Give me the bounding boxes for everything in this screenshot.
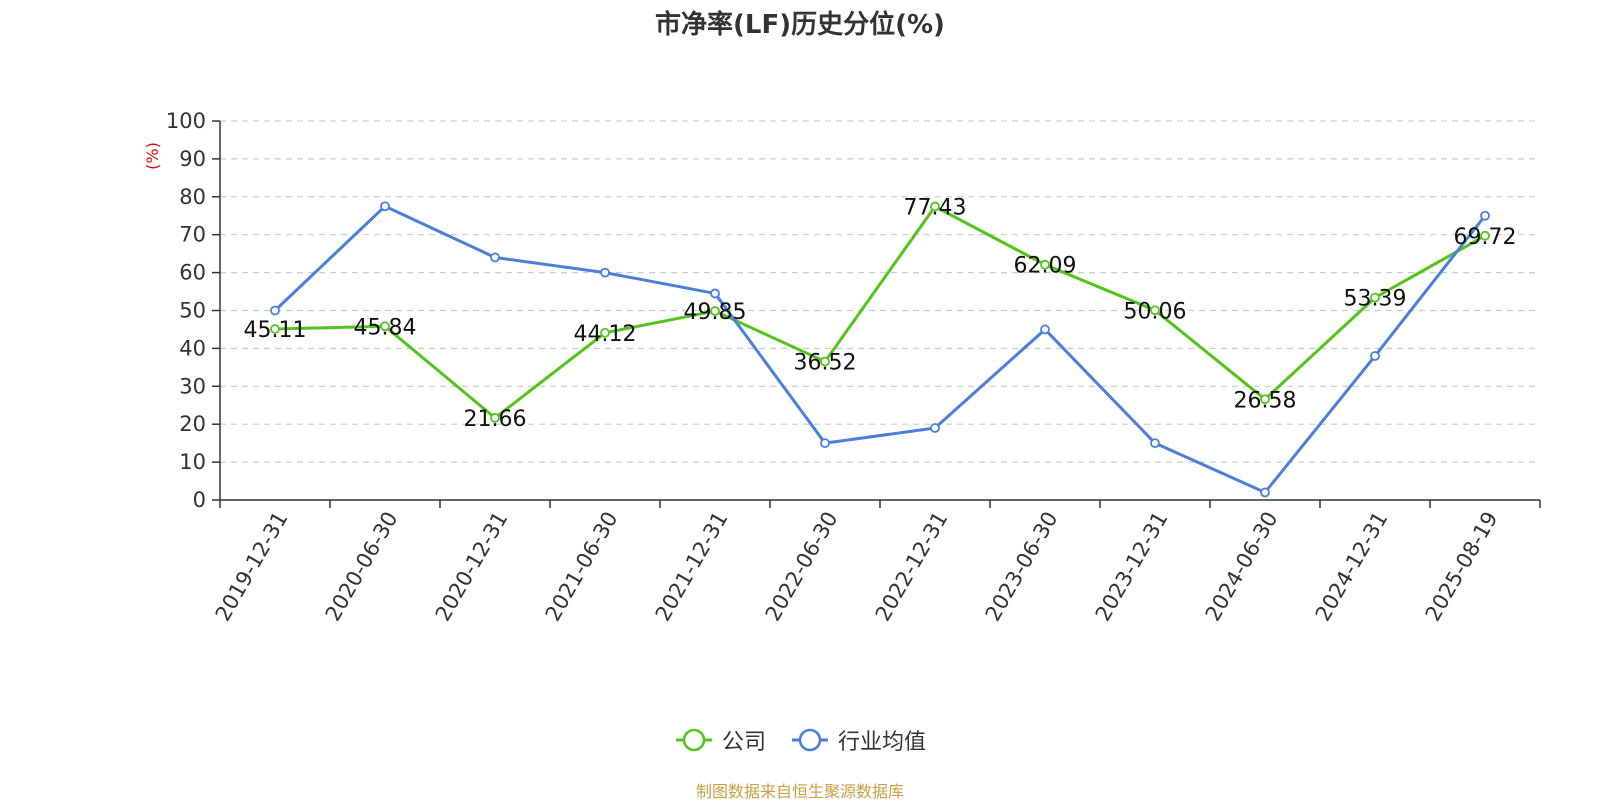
data-point [490,252,500,263]
y-tick-label: 100 [166,109,206,133]
x-tick-label: 2023-06-30 [981,508,1063,626]
data-label: 45.84 [354,315,417,340]
data-point [1260,394,1270,405]
data-label: 69.72 [1454,225,1517,250]
data-label: 50.06 [1124,299,1187,324]
x-tick-label: 2021-06-30 [541,508,623,626]
data-point [1480,230,1490,241]
legend-item[interactable]: 公司 [674,724,766,756]
data-labels: 45.11 45.84 21.66 44.12 49.85 36.52 77.43 62.09… [244,196,1517,432]
x-tick-label: 2021-12-31 [651,508,733,626]
data-point [930,201,940,212]
data-label: 21.66 [464,407,527,432]
x-tick-label: 2019-12-31 [211,508,293,626]
y-axis-label: (%) [143,142,162,170]
legend-item[interactable]: 行业均值 [790,724,926,756]
y-tick-label: 40 [179,336,206,360]
legend-label: 公司 [721,730,766,755]
line-chart: 0 10 20 30 40 50 60 70 80 90 100 2019-12-31 2020-06-… [143,109,1541,626]
data-point [1150,305,1160,316]
data-point [930,423,940,433]
data-point [380,201,390,212]
y-tick-label: 10 [179,450,206,474]
legend-marker-icon [792,728,828,752]
y-tick-label: 30 [179,374,206,398]
data-label: 62.09 [1014,254,1077,279]
data-point [1260,487,1270,498]
x-tick-label: 2024-06-30 [1201,508,1283,626]
x-tick-label: 2020-06-30 [321,508,403,626]
chart-legend: 公司 行业均值 [0,720,1600,760]
data-point [270,305,280,316]
y-tick-label: 80 [179,185,206,209]
series-lines [270,201,1490,498]
data-point [270,324,280,334]
data-point [1480,210,1490,221]
data-label: 49.85 [684,300,747,325]
x-tick-label: 2022-12-31 [871,508,953,626]
data-point [600,267,610,278]
data-point [1040,324,1050,335]
data-point [1370,351,1380,361]
series-line-0 [274,205,1486,420]
grid-lines [220,120,1540,463]
legend-label: 行业均值 [838,730,927,755]
y-tick-label: 0 [193,488,206,512]
data-point [820,438,830,449]
data-point [820,356,830,367]
legend-marker-icon [675,728,712,752]
x-tick-label: 2023-12-31 [1091,508,1173,626]
series-line-1 [273,204,1487,494]
y-tick-label: 90 [179,147,206,171]
data-label: 36.52 [794,351,857,376]
data-point [490,413,500,423]
data-point [1040,259,1050,270]
x-tick-label: 2024-12-31 [1311,508,1393,626]
data-label: 26.58 [1234,388,1297,413]
data-point [1150,438,1160,449]
data-point [710,306,720,316]
data-label: 53.39 [1344,287,1407,312]
data-label: 45.11 [244,318,307,343]
data-point [1370,292,1380,303]
y-tick-label: 70 [179,223,206,247]
x-tick-label: 2022-06-30 [761,508,843,626]
chart-title: 市净率(LF)历史分位(%) [655,10,945,40]
x-tick-label: 2020-12-31 [431,508,513,626]
source-note: 制图数据来自恒生聚源数据库 [695,782,904,801]
data-point [380,321,390,332]
data-point [600,327,610,338]
y-tick-label: 60 [179,261,206,285]
data-point [710,288,720,299]
y-tick-label: 50 [179,299,206,323]
y-tick-label: 20 [179,412,206,436]
data-label: 77.43 [904,196,967,221]
data-label: 44.12 [574,322,637,347]
x-tick-label: 2025-08-19 [1421,508,1503,626]
